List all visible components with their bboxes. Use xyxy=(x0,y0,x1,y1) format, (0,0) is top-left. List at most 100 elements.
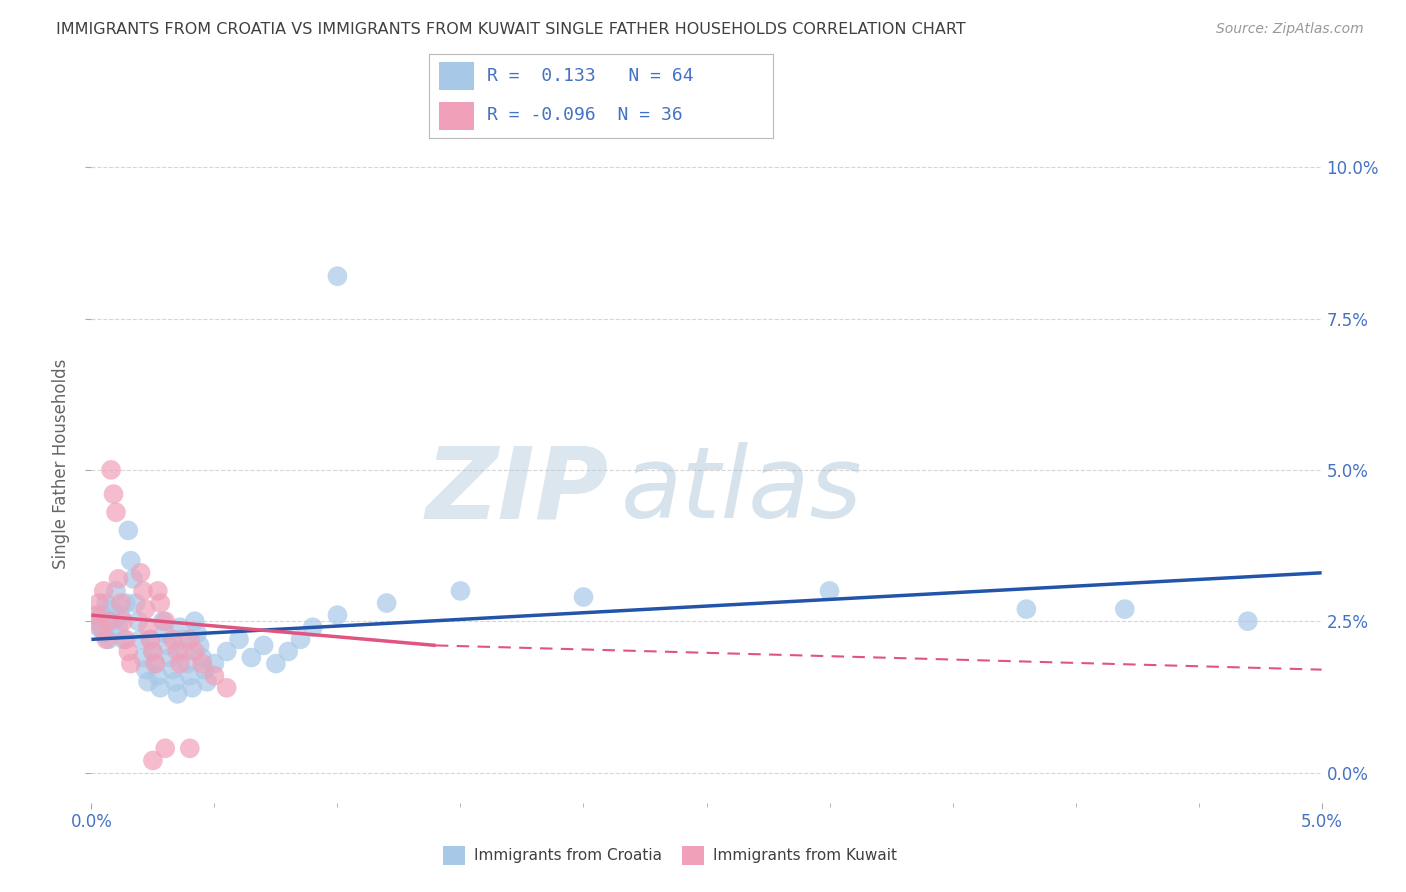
Point xyxy=(107,572,129,586)
Point xyxy=(1237,614,1260,628)
Point xyxy=(129,566,152,580)
Bar xyxy=(439,102,474,130)
Point xyxy=(166,687,188,701)
Point xyxy=(103,487,125,501)
Point xyxy=(110,596,132,610)
Point xyxy=(136,620,159,634)
Point xyxy=(193,663,217,677)
Point xyxy=(375,596,398,610)
Point xyxy=(149,596,172,610)
Point xyxy=(135,602,156,616)
Point xyxy=(176,657,198,671)
Point xyxy=(172,632,194,647)
Point xyxy=(149,681,172,695)
Point xyxy=(153,626,177,640)
Point xyxy=(179,669,201,683)
Point xyxy=(228,632,250,647)
Text: Immigrants from Croatia: Immigrants from Croatia xyxy=(474,848,662,863)
Text: R =  0.133   N = 64: R = 0.133 N = 64 xyxy=(488,68,695,86)
Point xyxy=(179,741,201,756)
Point xyxy=(162,663,184,677)
Point xyxy=(105,584,127,599)
Point xyxy=(135,663,156,677)
Bar xyxy=(439,62,474,90)
Point xyxy=(153,741,177,756)
Point xyxy=(107,620,129,634)
Point xyxy=(96,632,117,647)
Point xyxy=(169,620,191,634)
Point xyxy=(86,608,108,623)
Point xyxy=(87,596,110,610)
Text: Immigrants from Kuwait: Immigrants from Kuwait xyxy=(713,848,897,863)
Point xyxy=(253,639,276,653)
Point xyxy=(163,674,186,689)
Point xyxy=(112,632,135,647)
Point xyxy=(181,681,204,695)
Point xyxy=(112,614,135,628)
Point xyxy=(146,584,169,599)
Point xyxy=(97,614,120,628)
Point xyxy=(156,639,179,653)
Point xyxy=(100,463,122,477)
Point xyxy=(162,632,184,647)
Point xyxy=(277,644,299,658)
Point xyxy=(191,657,214,671)
Point xyxy=(100,602,122,616)
Point xyxy=(215,681,238,695)
Point xyxy=(183,614,207,628)
Point xyxy=(572,590,595,604)
Point xyxy=(87,620,110,634)
Point xyxy=(145,657,166,671)
Point xyxy=(186,626,208,640)
Point xyxy=(96,596,117,610)
Point xyxy=(139,632,162,647)
Point xyxy=(202,669,225,683)
Point xyxy=(215,644,238,658)
Point xyxy=(326,269,349,284)
Point xyxy=(240,650,263,665)
Point xyxy=(114,596,138,610)
Point xyxy=(188,639,211,653)
Point xyxy=(110,608,132,623)
Point xyxy=(117,524,139,538)
Point xyxy=(169,657,191,671)
Point xyxy=(136,674,159,689)
Point xyxy=(120,554,142,568)
Point xyxy=(105,505,127,519)
Point xyxy=(93,626,115,640)
Point xyxy=(122,572,145,586)
Point xyxy=(132,584,155,599)
Point xyxy=(183,644,207,658)
Point xyxy=(86,614,108,628)
Point xyxy=(142,644,165,658)
Point xyxy=(301,620,323,634)
Point xyxy=(1114,602,1136,616)
Point xyxy=(129,632,152,647)
Text: ZIP: ZIP xyxy=(425,442,607,540)
Point xyxy=(114,632,138,647)
Point xyxy=(142,753,165,767)
Point xyxy=(290,632,312,647)
Point xyxy=(90,608,112,623)
Text: Source: ZipAtlas.com: Source: ZipAtlas.com xyxy=(1216,22,1364,37)
Point xyxy=(145,657,166,671)
Point xyxy=(818,584,841,599)
Point xyxy=(142,644,165,658)
Point xyxy=(166,644,188,658)
Point xyxy=(152,614,174,628)
Point xyxy=(202,657,225,671)
Point xyxy=(103,614,125,628)
Point xyxy=(153,614,177,628)
Point xyxy=(264,657,287,671)
Point xyxy=(146,669,169,683)
Text: R = -0.096  N = 36: R = -0.096 N = 36 xyxy=(488,106,683,124)
Point xyxy=(1015,602,1038,616)
Point xyxy=(195,674,218,689)
Point xyxy=(449,584,471,599)
Point xyxy=(179,632,201,647)
Point xyxy=(124,596,148,610)
Point xyxy=(117,644,139,658)
Point xyxy=(159,650,181,665)
Text: atlas: atlas xyxy=(620,442,862,540)
Y-axis label: Single Father Households: Single Father Households xyxy=(52,359,70,569)
